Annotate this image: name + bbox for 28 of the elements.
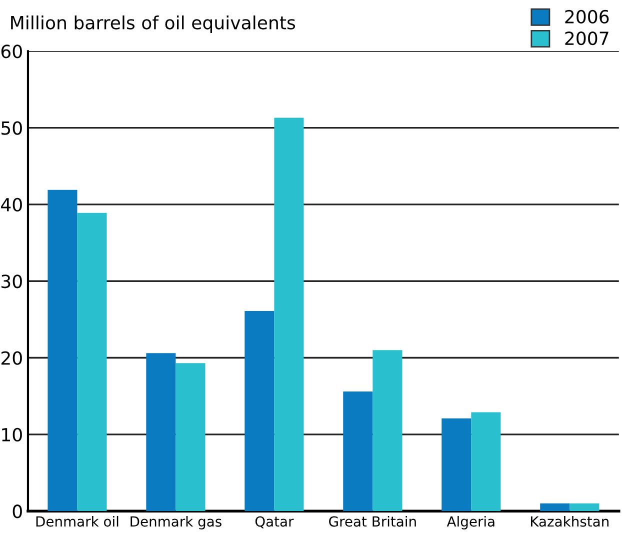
- bar: [540, 503, 570, 512]
- legend-label: 2006: [565, 10, 609, 24]
- x-tick-label: Qatar: [255, 516, 294, 528]
- bar: [244, 311, 274, 512]
- y-axis-title: Million barrels of oil equivalents: [11, 15, 296, 33]
- y-tick-label: 60: [1, 44, 22, 58]
- bar: [274, 118, 304, 512]
- x-tick-label: Kazakhstan: [531, 516, 608, 527]
- y-tick-label: 0: [12, 504, 22, 518]
- bar: [570, 503, 600, 512]
- legend-label: 2007: [565, 32, 608, 46]
- y-tick-label: 30: [2, 274, 22, 288]
- y-tick-label: 20: [1, 351, 22, 365]
- bar: [343, 392, 373, 512]
- y-tick-label: 40: [1, 198, 22, 212]
- x-tick-label: Algeria: [446, 516, 494, 530]
- bar: [176, 363, 206, 512]
- x-tick-label: Great Britain: [329, 516, 416, 527]
- bar: [146, 353, 176, 512]
- bar: [471, 412, 501, 512]
- bar: [372, 350, 402, 512]
- x-tick-label: Denmark gas: [130, 516, 222, 530]
- x-tick-label: Denmark oil: [36, 516, 118, 527]
- bar: [77, 212, 107, 512]
- y-tick-label: 10: [2, 428, 22, 442]
- bar: [48, 190, 78, 512]
- bar: [442, 418, 472, 512]
- y-tick-label: 50: [2, 121, 22, 135]
